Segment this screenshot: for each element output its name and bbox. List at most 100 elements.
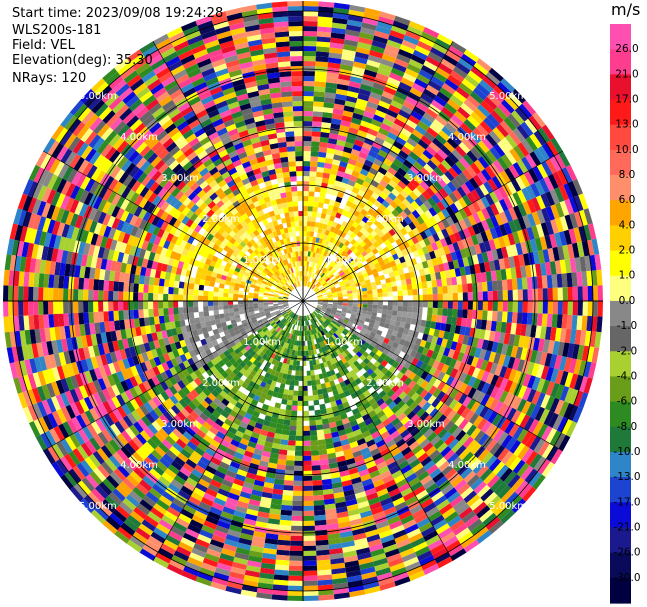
velocity-gate bbox=[373, 234, 381, 242]
velocity-gate bbox=[392, 62, 407, 73]
velocity-gate bbox=[303, 186, 309, 192]
velocity-gate bbox=[309, 430, 318, 436]
velocity-gate bbox=[452, 241, 460, 252]
velocity-gate bbox=[467, 283, 473, 293]
velocity-gate bbox=[319, 141, 328, 148]
velocity-gate bbox=[548, 173, 559, 190]
velocity-gate bbox=[444, 102, 458, 115]
velocity-gate bbox=[317, 259, 322, 265]
velocity-gate bbox=[335, 196, 343, 203]
velocity-gate bbox=[380, 264, 387, 271]
velocity-gate bbox=[410, 110, 423, 121]
velocity-gate bbox=[453, 130, 466, 142]
velocity-gate bbox=[441, 82, 456, 95]
velocity-gate bbox=[331, 269, 337, 275]
velocity-gate bbox=[320, 213, 327, 219]
velocity-gate bbox=[317, 161, 325, 168]
velocity-gate bbox=[357, 274, 364, 280]
velocity-gate bbox=[453, 231, 462, 242]
velocity-gate bbox=[446, 181, 457, 193]
velocity-gate bbox=[433, 152, 445, 164]
velocity-gate bbox=[392, 296, 398, 301]
velocity-gate bbox=[480, 231, 489, 243]
velocity-gate bbox=[400, 316, 407, 323]
velocity-gate bbox=[455, 86, 470, 99]
velocity-gate bbox=[365, 267, 372, 273]
velocity-gate bbox=[501, 154, 513, 168]
velocity-gate bbox=[314, 509, 326, 516]
velocity-gate bbox=[312, 278, 316, 284]
velocity-gate bbox=[178, 287, 184, 295]
velocity-gate bbox=[547, 248, 555, 262]
velocity-gate bbox=[153, 293, 159, 301]
velocity-gate bbox=[377, 68, 391, 77]
velocity-gate bbox=[290, 375, 296, 381]
velocity-gate bbox=[406, 63, 421, 74]
velocity-gate bbox=[63, 301, 69, 314]
velocity-gate bbox=[430, 242, 439, 251]
velocity-gate bbox=[343, 146, 353, 154]
velocity-gate bbox=[549, 156, 562, 172]
velocity-gate bbox=[508, 92, 523, 107]
velocity-gate bbox=[502, 234, 511, 247]
velocity-gate bbox=[173, 307, 179, 315]
velocity-gate bbox=[377, 230, 385, 239]
velocity-gate bbox=[545, 191, 556, 206]
velocity-gate bbox=[450, 213, 459, 224]
velocity-gate bbox=[458, 229, 467, 241]
velocity-gate bbox=[347, 293, 353, 297]
velocity-gate bbox=[340, 231, 347, 239]
velocity-gate bbox=[446, 137, 459, 149]
velocity-gate bbox=[349, 153, 359, 161]
velocity-gate bbox=[360, 120, 372, 129]
velocity-gate bbox=[303, 66, 316, 72]
velocity-gate bbox=[348, 127, 359, 135]
velocity-gate bbox=[391, 188, 400, 197]
velocity-gate bbox=[118, 301, 124, 311]
velocity-gate bbox=[437, 301, 443, 309]
velocity-gate bbox=[444, 235, 453, 246]
velocity-gate bbox=[410, 200, 420, 210]
velocity-gate bbox=[338, 298, 343, 301]
velocity-gate bbox=[78, 301, 84, 313]
velocity-gate bbox=[338, 129, 349, 137]
velocity-gate bbox=[233, 293, 239, 298]
velocity-gate bbox=[332, 295, 338, 298]
velocity-gate bbox=[303, 410, 309, 416]
velocity-gate bbox=[421, 64, 436, 76]
velocity-gate bbox=[358, 88, 371, 97]
velocity-gate bbox=[359, 83, 373, 92]
velocity-gate bbox=[487, 92, 501, 107]
velocity-gate bbox=[472, 87, 487, 101]
velocity-gate bbox=[473, 62, 489, 76]
velocity-gate bbox=[341, 287, 347, 291]
velocity-gate bbox=[360, 208, 368, 217]
velocity-gate bbox=[342, 305, 348, 308]
velocity-gate bbox=[371, 119, 383, 128]
velocity-gate bbox=[528, 115, 542, 131]
velocity-gate bbox=[303, 121, 313, 127]
velocity-gate bbox=[315, 176, 323, 183]
velocity-gate bbox=[554, 187, 565, 203]
velocity-gate bbox=[319, 217, 325, 224]
velocity-gate bbox=[203, 301, 209, 307]
velocity-gate bbox=[113, 291, 119, 301]
velocity-gate bbox=[455, 160, 467, 172]
velocity-gate bbox=[530, 183, 541, 198]
velocity-gate bbox=[402, 198, 411, 208]
velocity-gate bbox=[441, 315, 448, 324]
velocity-gate bbox=[73, 312, 80, 325]
velocity-gate bbox=[455, 145, 467, 158]
velocity-gate bbox=[305, 350, 309, 356]
velocity-gate bbox=[303, 490, 314, 496]
velocity-gate bbox=[314, 81, 326, 88]
velocity-gate bbox=[326, 291, 332, 295]
velocity-gate bbox=[282, 490, 294, 496]
velocity-gate bbox=[308, 395, 314, 401]
velocity-gate bbox=[306, 276, 309, 282]
velocity-gate bbox=[549, 233, 558, 248]
velocity-gate bbox=[293, 485, 303, 491]
velocity-gate bbox=[369, 49, 384, 59]
velocity-gate bbox=[528, 168, 540, 183]
velocity-gate bbox=[58, 288, 64, 301]
